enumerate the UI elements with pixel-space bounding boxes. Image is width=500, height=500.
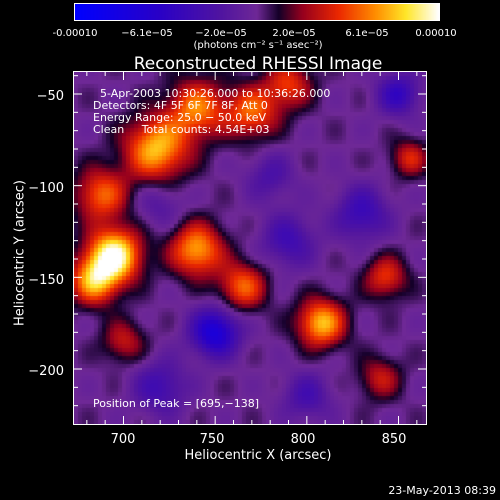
x-tick-label: 800 [290, 432, 316, 447]
footer-timestamp: 23-May-2013 08:39 [388, 484, 496, 497]
chart-title: Reconstructed RHESSI Image [133, 54, 383, 74]
colorbar [75, 4, 439, 20]
plot-frame [73, 71, 427, 425]
colorbar-frame [74, 3, 440, 21]
y-axis-label: Heliocentric Y (arcsec) [12, 180, 28, 326]
y-tick-label: −200 [28, 364, 64, 379]
colorbar-unit-label: (photons cm⁻² s⁻¹ asec⁻²) [193, 40, 323, 51]
colorbar-tick-label: 2.0e−05 [272, 28, 316, 39]
y-tick-label: −50 [36, 89, 64, 104]
annotation-time-range: 5-Apr-2003 10:30:26.000 to 10:36:26.000 [100, 87, 331, 100]
x-axis-label: Heliocentric X (arcsec) [184, 448, 332, 463]
colorbar-tick-label: -0.00010 [52, 28, 98, 39]
heatmap-image [74, 72, 426, 424]
colorbar-tick-label: −2.0e−05 [195, 28, 247, 39]
annotation-clean-counts: Clean Total counts: 4.54E+03 [93, 123, 270, 136]
x-tick-label: 850 [381, 432, 407, 447]
colorbar-tick-label: 0.00010 [415, 28, 457, 39]
x-tick-label: 700 [110, 432, 136, 447]
colorbar-tick-label: 6.1e−05 [345, 28, 389, 39]
colorbar-tick-label: −6.1e−05 [121, 28, 173, 39]
annotation-peak-position: Position of Peak = [695,−138] [93, 397, 260, 410]
x-tick-label: 750 [199, 432, 225, 447]
y-tick-label: −150 [28, 273, 64, 288]
annotation-energy-range: Energy Range: 25.0 − 50.0 keV [93, 111, 267, 124]
annotation-detectors: Detectors: 4F 5F 6F 7F 8F, Att 0 [93, 99, 268, 112]
y-tick-label: −100 [28, 181, 64, 196]
